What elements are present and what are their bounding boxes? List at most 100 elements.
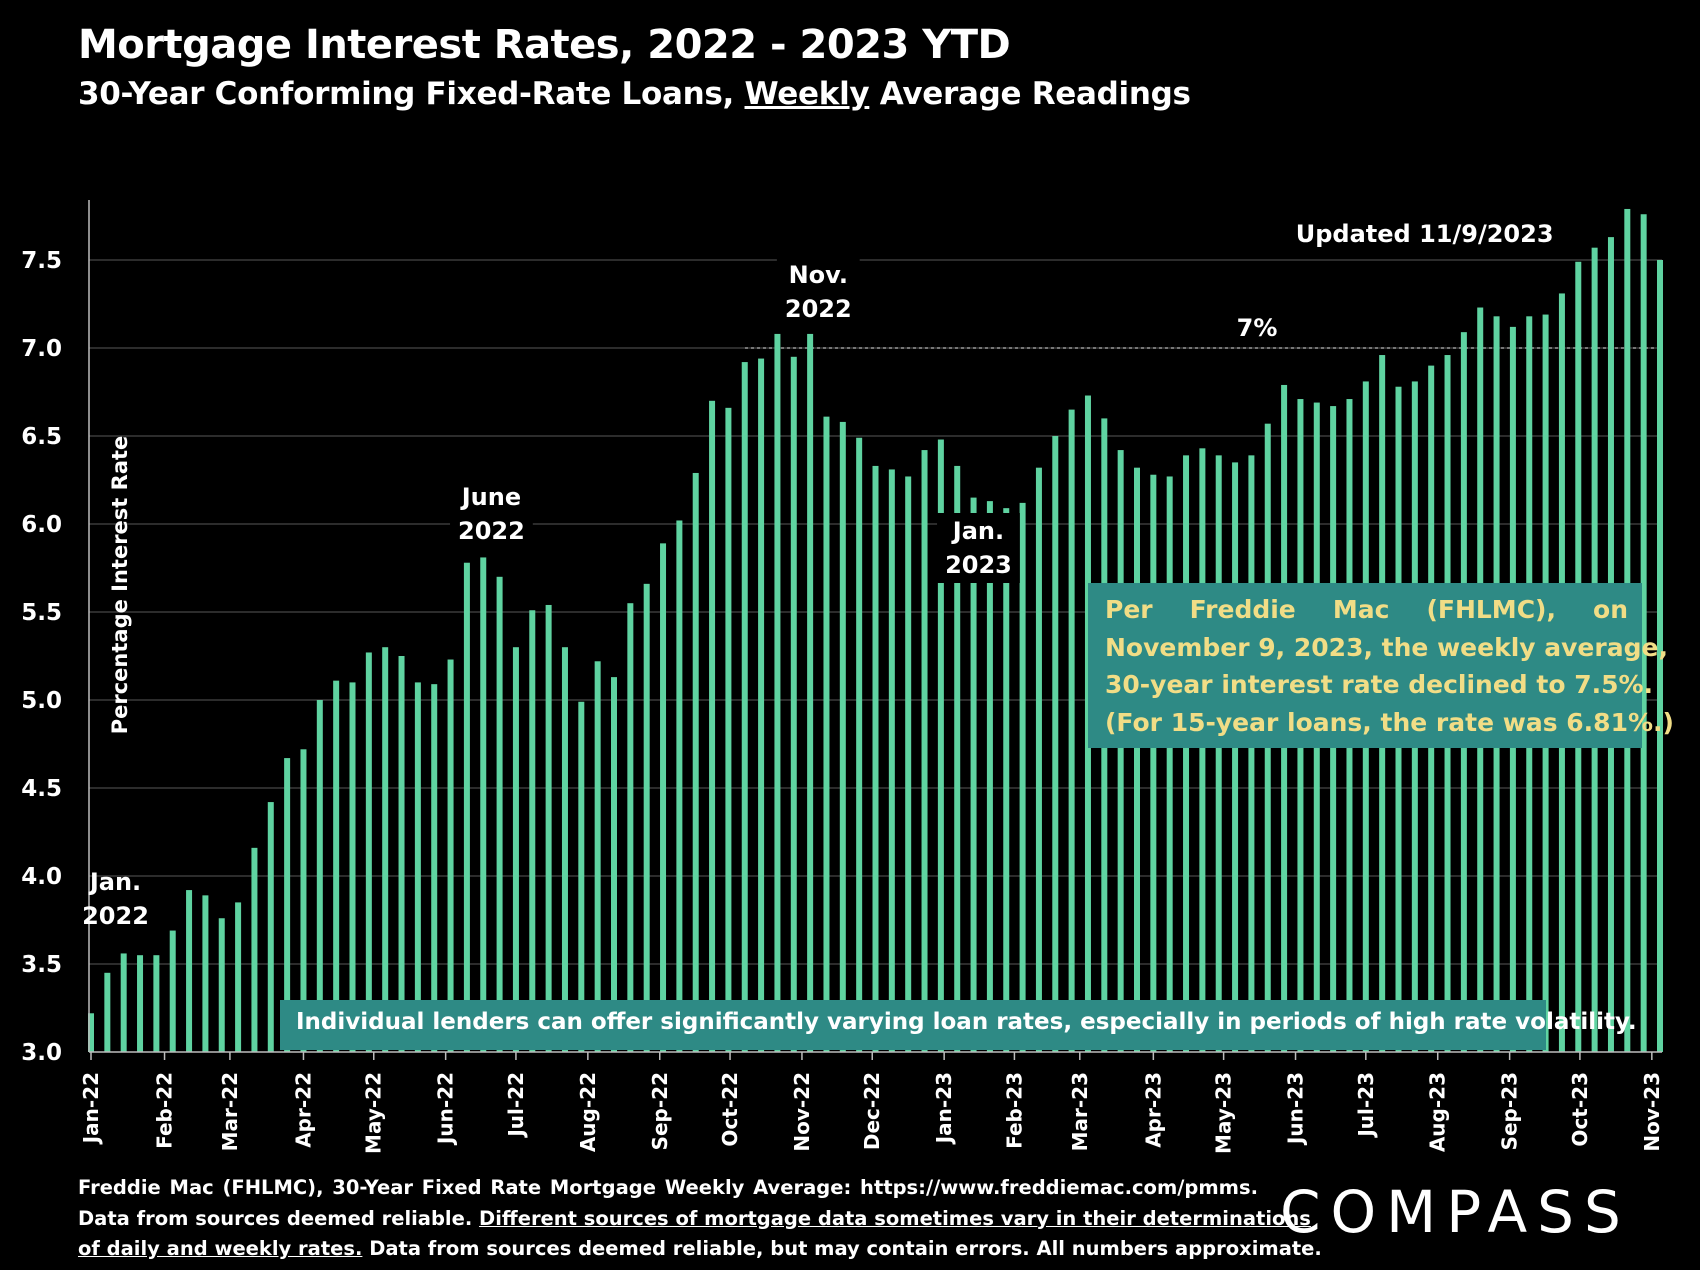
bar xyxy=(88,1013,94,1052)
bar xyxy=(1084,395,1091,1052)
y-tick-label: 3.5 xyxy=(21,952,62,978)
bar xyxy=(1068,409,1075,1053)
bar xyxy=(872,465,879,1052)
bar xyxy=(414,682,421,1052)
y-tick-label: 3.0 xyxy=(21,1040,62,1066)
bar xyxy=(300,749,307,1052)
annotation-line: Updated 11/9/2023 xyxy=(1296,220,1554,248)
bar xyxy=(382,647,389,1052)
note-line-4: (For 15-year loans, the rate was 6.81%.) xyxy=(1105,707,1674,737)
bar xyxy=(839,421,846,1052)
footer-line-3a: of daily and weekly rates. xyxy=(78,1237,363,1260)
bar xyxy=(333,680,340,1052)
x-tick-label: Feb-22 xyxy=(153,1072,177,1149)
annotation-line: 2023 xyxy=(945,551,1012,579)
bar xyxy=(169,930,176,1052)
x-tick-label: Jun-23 xyxy=(1284,1072,1308,1146)
x-tick-label: May-23 xyxy=(1212,1072,1236,1154)
footer-line-2: Data from sources deemed reliable. Diffe… xyxy=(78,1204,1311,1235)
x-tick-labels: Jan-22 Feb-22 Mar-22 Apr-22 May-22 Jun-22 Jul-… xyxy=(79,1052,1664,1154)
y-tick-label: 6.0 xyxy=(21,512,62,538)
annotation: Updated 11/9/2023 xyxy=(1296,220,1554,248)
x-tick-label: Jun-22 xyxy=(434,1072,458,1146)
bar xyxy=(774,333,781,1052)
bar xyxy=(1640,214,1647,1053)
bar xyxy=(137,955,144,1052)
bar xyxy=(1150,474,1157,1053)
annotation-backing xyxy=(776,257,860,327)
bar xyxy=(1215,455,1222,1052)
bar xyxy=(529,610,536,1052)
bar xyxy=(512,647,519,1052)
bar xyxy=(611,677,617,1052)
x-tick-label: Apr-23 xyxy=(1141,1072,1165,1148)
bar xyxy=(480,557,487,1052)
x-tick-label: Apr-22 xyxy=(291,1072,315,1148)
bar xyxy=(594,661,601,1052)
bar xyxy=(986,501,993,1052)
annotation: June 2022 xyxy=(458,483,525,545)
bar xyxy=(316,700,323,1052)
y-tick-label: 4.0 xyxy=(21,864,62,890)
annotation-line: 2022 xyxy=(785,295,852,323)
bar xyxy=(856,437,863,1052)
bar xyxy=(741,362,748,1053)
bar xyxy=(251,847,258,1052)
bar xyxy=(954,465,961,1052)
bar xyxy=(284,758,291,1052)
annotation: Jan. 2022 xyxy=(82,868,149,930)
subtitle-part-3: Average Readings xyxy=(869,76,1191,112)
footer-line-2b: Different sources of mortgage data somet… xyxy=(479,1206,1311,1230)
footer-line-3: of daily and weekly rates. Data from sou… xyxy=(78,1234,1322,1265)
subtitle-part-1: 30-Year Conforming Fixed-Rate Loans, xyxy=(78,76,745,112)
bar xyxy=(1052,436,1059,1052)
x-tick-label: Jul-23 xyxy=(1354,1072,1378,1139)
bar xyxy=(1248,455,1255,1052)
bar xyxy=(725,407,732,1053)
bar xyxy=(186,890,193,1052)
y-tick-labels: 3.0 3.5 4.0 4.5 5.0 5.5 6.0 6.5 7.0 7.5 xyxy=(21,248,62,1066)
footer-line-2a: Data from sources deemed reliable. xyxy=(78,1206,480,1230)
x-tick-label: Nov-23 xyxy=(1640,1072,1664,1152)
bar xyxy=(643,583,650,1052)
bar xyxy=(1232,462,1239,1052)
bar xyxy=(1117,450,1124,1053)
x-tick-label: Sep-22 xyxy=(648,1072,672,1150)
bar xyxy=(937,439,944,1052)
x-tick-label: Oct-23 xyxy=(1568,1072,1592,1147)
annotation-line: June xyxy=(460,483,521,511)
bar xyxy=(349,682,356,1052)
footer-line-1: Freddie Mac (FHLMC), 30-Year Fixed Rate … xyxy=(78,1176,1258,1199)
bar xyxy=(398,656,405,1052)
y-axis-label: Percentage Interest Rate xyxy=(108,436,132,735)
bar xyxy=(1166,476,1173,1053)
annotation-line: Jan. xyxy=(951,517,1004,545)
y-tick-label: 6.5 xyxy=(21,424,62,450)
bar xyxy=(676,520,683,1052)
bar xyxy=(627,603,634,1052)
bar xyxy=(496,576,503,1052)
annotation-line: Jan. xyxy=(88,868,141,896)
bar xyxy=(120,953,127,1052)
bar xyxy=(1019,502,1026,1052)
bar xyxy=(463,562,470,1052)
x-tick-label: Mar-23 xyxy=(1068,1072,1092,1151)
annotation: Nov. 2022 xyxy=(785,261,852,323)
bar xyxy=(561,647,568,1052)
y-tick-label: 5.0 xyxy=(21,688,62,714)
bar xyxy=(578,701,585,1052)
bar xyxy=(447,659,454,1052)
bar xyxy=(545,604,552,1052)
x-tick-label: Mar-22 xyxy=(218,1072,242,1151)
bar xyxy=(1003,508,1010,1052)
bar xyxy=(660,543,667,1052)
x-tick-label: Aug-23 xyxy=(1426,1072,1450,1152)
bar xyxy=(1134,467,1140,1052)
bar xyxy=(921,450,928,1053)
source-footer: Freddie Mac (FHLMC), 30-Year Fixed Rate … xyxy=(78,1173,1322,1265)
annotation-backing xyxy=(450,479,533,549)
bar xyxy=(692,472,699,1053)
y-tick-label: 5.5 xyxy=(21,600,62,626)
x-tick-label: Feb-23 xyxy=(1002,1072,1026,1149)
y-tick-label: 4.5 xyxy=(21,776,62,802)
